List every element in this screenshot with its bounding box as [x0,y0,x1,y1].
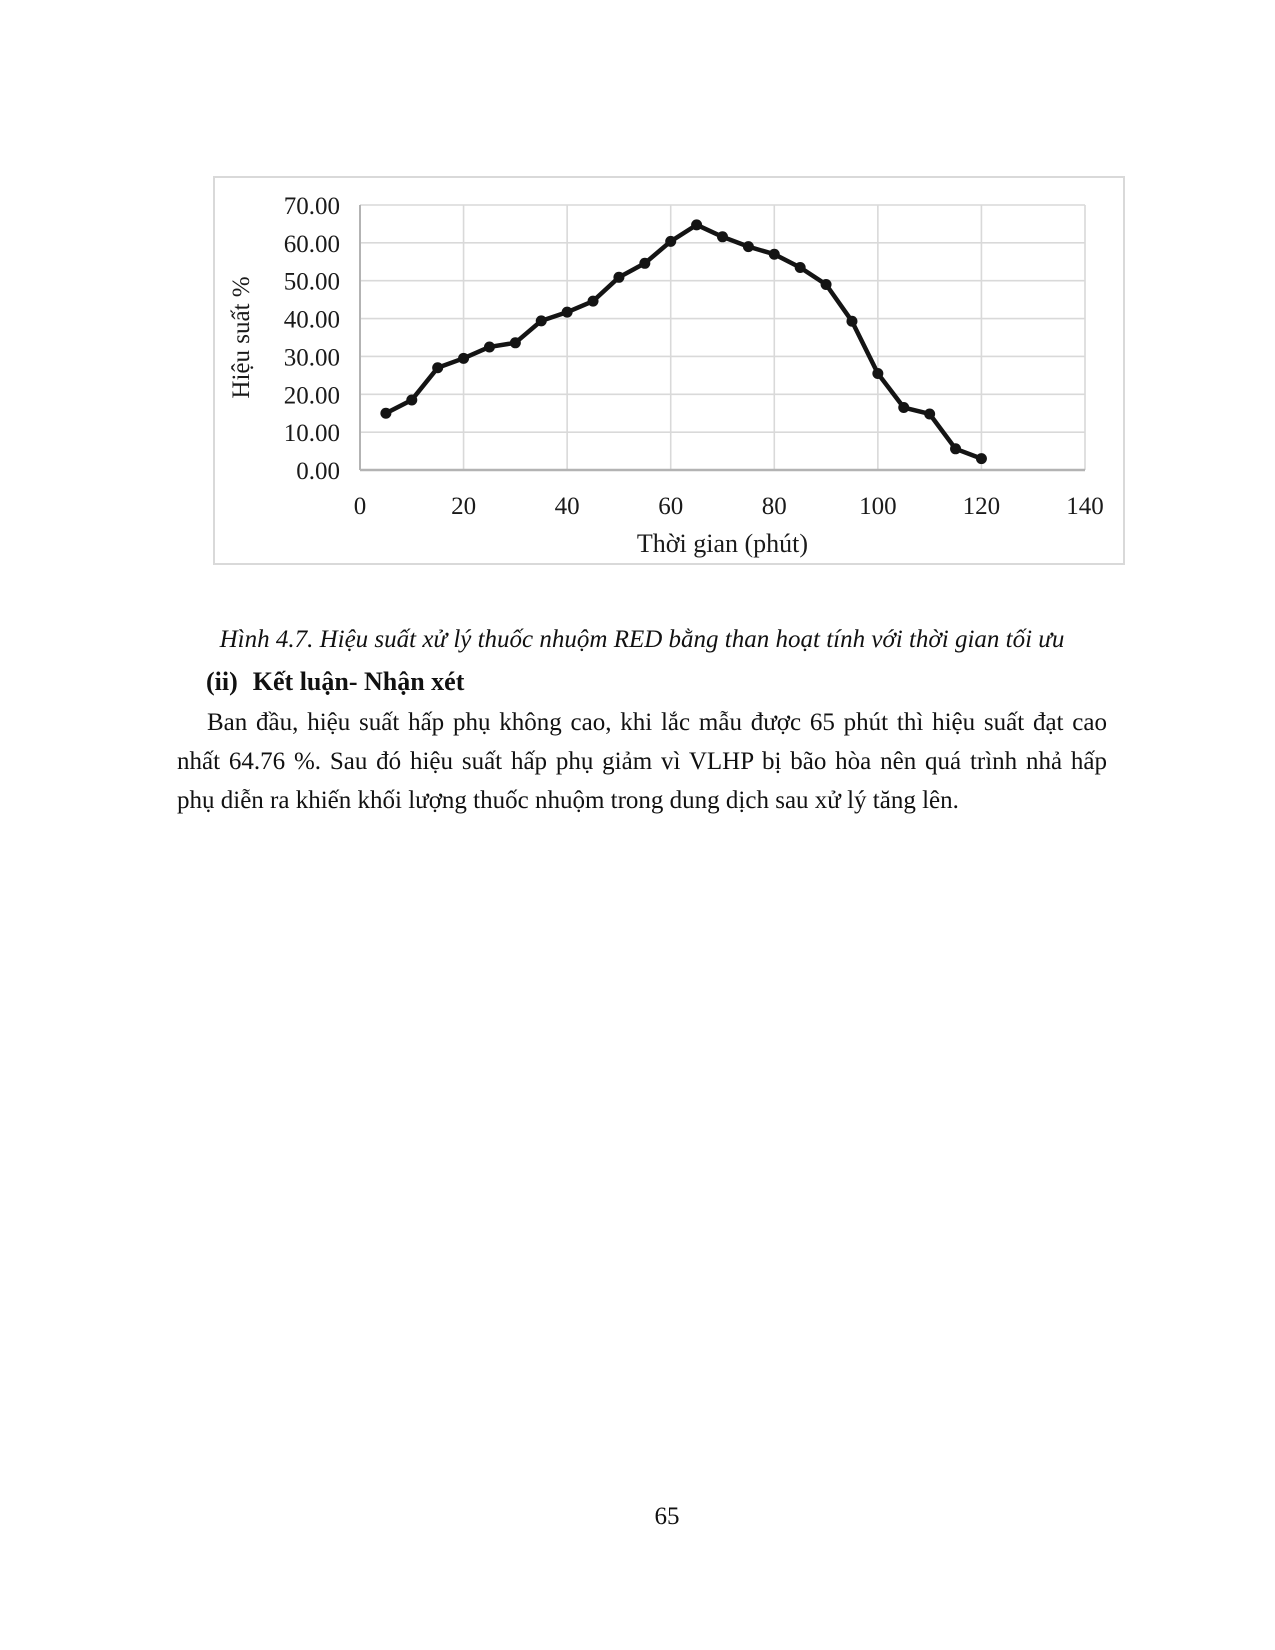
x-tick-label: 120 [963,493,1001,520]
data-point-marker [509,337,521,349]
heading-numbering: (ii) [206,667,238,696]
x-tick-label: 140 [1066,493,1104,520]
y-tick-label: 70.00 [284,193,340,220]
data-point-marker [768,248,780,260]
data-point-marker [483,341,495,353]
data-point-marker [406,394,418,406]
y-tick-label: 10.00 [284,420,340,447]
data-point-marker [820,279,832,290]
page-number: 65 [654,1503,680,1530]
figure-caption: Hình 4.7. Hiệu suất xử lý thuốc nhuộm RE… [219,626,1065,653]
x-tick-label: 40 [555,493,580,520]
x-tick-label: 20 [451,493,476,520]
data-point-marker [535,315,547,327]
data-point-marker [380,407,392,419]
data-point-marker [950,443,962,455]
data-point-marker [975,453,987,465]
data-series-line [383,222,984,461]
data-point-marker [613,271,625,283]
data-point-marker [924,408,936,420]
y-tick-label: 30.00 [284,344,340,371]
chart-frame: 0.00 10.00 20.00 30.00 40.00 50.00 60.00 70.00 0… [213,176,1125,565]
y-tick-label: 60.00 [284,231,340,258]
y-tick-label: 40.00 [284,307,340,334]
data-point-marker [639,257,651,269]
data-point-marker [872,367,884,379]
data-point-marker [742,241,754,253]
x-tick-label: 80 [762,493,787,520]
x-tick-label: 100 [859,493,897,520]
y-axis-title: Hiệu suất % [228,276,255,398]
body-paragraph: Ban đầu, hiệu suất hấp phụ không cao, kh… [177,703,1107,820]
data-point-marker [665,235,677,247]
x-axis-title: Thời gian (phút) [637,529,808,558]
y-tick-label: 0.00 [296,458,340,485]
data-point-marker [432,362,444,374]
data-point-marker [561,306,573,318]
data-point-marker [717,231,728,243]
efficiency-vs-time-chart: 0.00 10.00 20.00 30.00 40.00 50.00 60.00 70.00 0… [228,193,1104,558]
data-point-marker [898,402,910,414]
x-tick-label: 0 [354,493,367,520]
paragraph-line: phụ diễn ra khiến khối lượng thuốc nhuộm… [177,787,959,814]
heading-text: Kết luận- Nhận xét [252,667,465,696]
data-point-marker [458,352,470,364]
data-point-marker [691,219,703,231]
data-point-marker [846,315,858,327]
paragraph-line: nhất 64.76 %. Sau đó hiệu suất hấp phụ g… [177,748,1107,775]
paragraph-line: Ban đầu, hiệu suất hấp phụ không cao, kh… [207,709,1107,736]
section-heading: (ii) Kết luận- Nhận xét [206,664,464,700]
y-tick-label: 50.00 [284,269,340,296]
y-tick-label: 20.00 [284,382,340,409]
x-tick-label: 60 [658,493,683,520]
data-point-marker [794,261,806,273]
data-point-marker [587,295,599,307]
